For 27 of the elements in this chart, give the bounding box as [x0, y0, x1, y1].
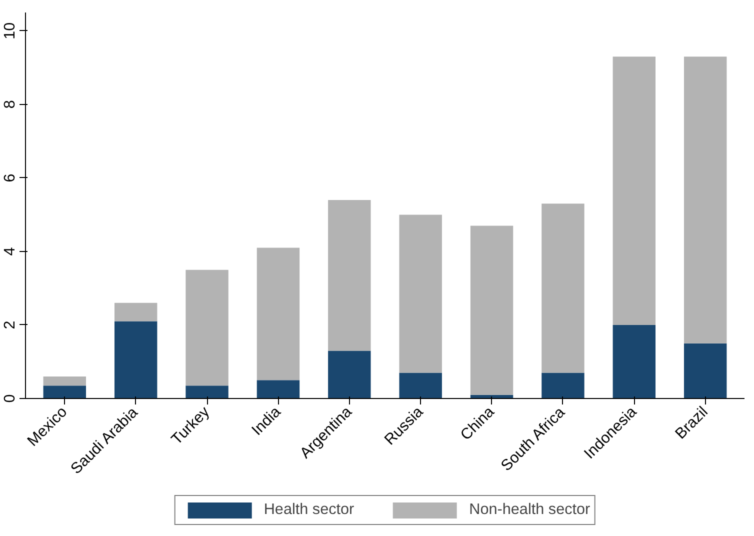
bar	[399, 214, 442, 373]
bar	[328, 350, 371, 398]
bar	[612, 324, 656, 398]
bar	[186, 386, 228, 398]
y-tick-label: 0	[2, 394, 18, 403]
bar	[43, 386, 86, 398]
bar	[612, 56, 656, 325]
legend-label: Health sector	[264, 501, 354, 519]
bar	[399, 372, 442, 398]
bar	[542, 204, 584, 373]
bar	[114, 302, 158, 322]
bar	[684, 343, 727, 398]
y-tick-label: 10	[2, 22, 18, 40]
bar	[470, 226, 514, 395]
y-tick-label: 2	[2, 320, 18, 330]
bar	[114, 321, 158, 398]
y-tick-label: 8	[2, 100, 18, 109]
bar	[328, 200, 371, 351]
legend-label: Non-health sector	[469, 501, 590, 519]
bar	[542, 372, 584, 398]
y-tick-label: 6	[2, 174, 18, 182]
bar	[256, 248, 300, 380]
y-tick-label: 4	[2, 246, 18, 256]
bar	[43, 376, 86, 386]
bar	[186, 270, 228, 386]
bar	[684, 56, 727, 344]
bar	[256, 380, 300, 398]
